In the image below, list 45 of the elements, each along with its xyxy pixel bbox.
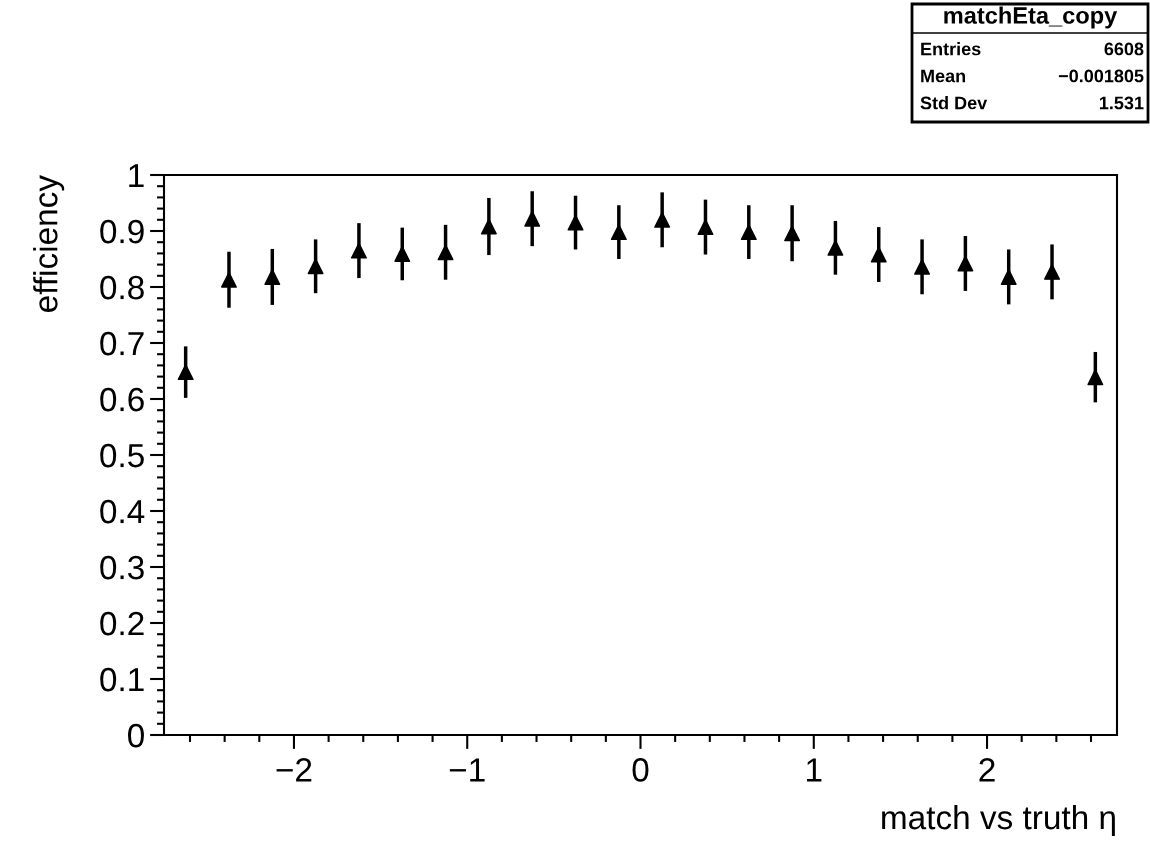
point [350,242,367,259]
y-tick-label: 0.7 [100,331,144,356]
point [610,224,627,241]
point [1000,268,1017,285]
point [740,224,757,241]
point [914,258,931,275]
text: Mean [921,69,966,83]
text: matchEta_copy [944,6,1118,29]
x-tick-label: 0 [632,758,649,782]
point [1087,369,1104,386]
point [697,219,714,236]
point [654,211,671,228]
text: Std Dev [920,96,988,110]
text: −0.001805 [1058,69,1144,83]
x-tick-label: 1 [807,758,822,782]
x-axis-title: match vs truth η [882,804,1115,837]
text: Entries [921,42,981,56]
point [784,225,801,242]
x-tick-label: −1 [449,758,485,782]
point [1044,263,1061,280]
y-tick-label: 1 [129,164,144,188]
y-tick-label: 0.6 [100,387,144,412]
point [524,210,541,227]
y-tick-label: 0.3 [100,555,144,580]
point [177,364,194,381]
point [307,258,324,275]
y-tick-label: 0.8 [100,275,144,300]
point [437,244,454,261]
text: 6608 [1104,42,1144,56]
point [264,268,281,285]
y-tick-label: 0.5 [100,443,144,468]
y-tick-label: 0.4 [100,499,145,524]
y-tick-label: 0.1 [100,667,144,692]
y-tick-label: 0 [128,723,144,748]
y-tick-label: 0.2 [100,611,144,636]
point [220,271,237,288]
point [870,246,887,263]
x-tick-label: 2 [979,758,995,782]
y-axis-title: efficiency [33,175,65,312]
point [957,255,974,272]
point [394,245,411,262]
point [480,218,497,235]
x-tick-label: −2 [276,758,312,782]
text: 1.531 [1099,96,1144,110]
y-tick-label: 0.9 [100,219,144,244]
